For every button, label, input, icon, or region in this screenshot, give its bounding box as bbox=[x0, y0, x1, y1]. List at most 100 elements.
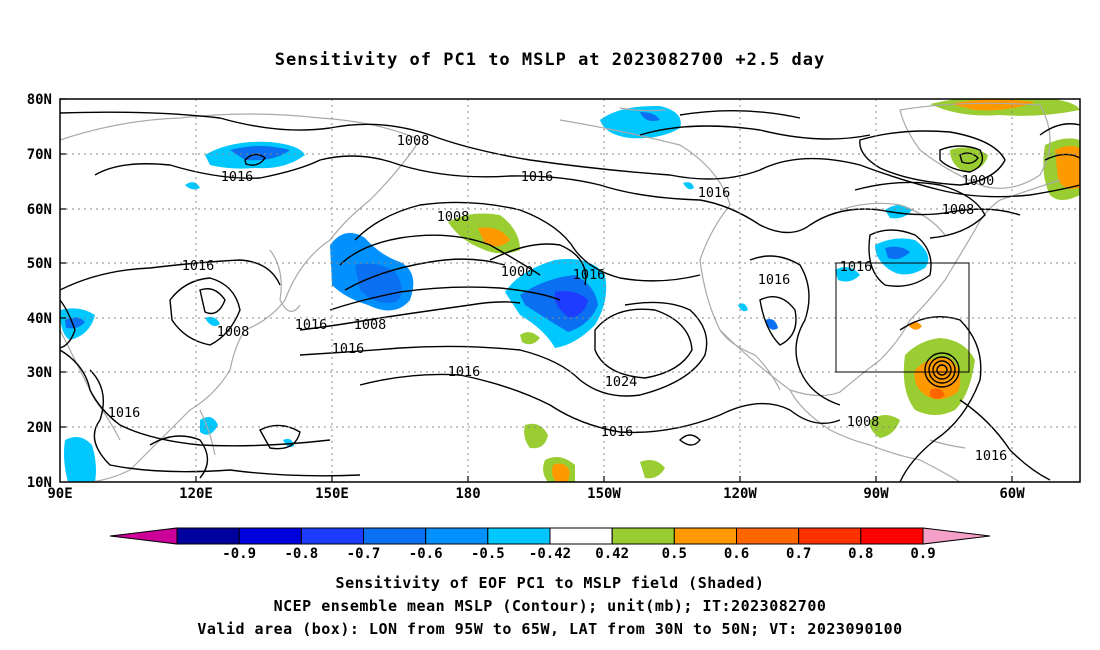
svg-text:1016: 1016 bbox=[840, 259, 873, 275]
longitude-labels: 90E 120E 150E 180 150W 120W 90W 60W bbox=[47, 486, 1025, 502]
colorbar-swatch bbox=[363, 527, 427, 545]
colorbar-swatch bbox=[425, 527, 489, 545]
contour-label: 1016 bbox=[840, 259, 873, 275]
colorbar-swatch bbox=[176, 527, 240, 545]
lat-label: 60N bbox=[27, 202, 52, 218]
lat-label: 40N bbox=[27, 311, 52, 327]
colorbar-swatch bbox=[860, 527, 924, 545]
contour-label: 1008 bbox=[397, 133, 430, 149]
svg-text:1000: 1000 bbox=[962, 173, 995, 189]
lon-label: 150W bbox=[587, 486, 621, 502]
svg-text:1008: 1008 bbox=[397, 133, 430, 149]
contour-label: 1016 bbox=[295, 317, 328, 333]
colorbar-label: -0.8 bbox=[284, 546, 318, 562]
svg-text:1008: 1008 bbox=[942, 202, 975, 218]
lat-label: 70N bbox=[27, 147, 52, 163]
svg-text:1016: 1016 bbox=[573, 267, 606, 283]
svg-text:1016: 1016 bbox=[448, 364, 481, 380]
contour-label: 1016 bbox=[182, 258, 215, 274]
lon-label: 120E bbox=[179, 486, 213, 502]
colorbar-swatch bbox=[736, 527, 800, 545]
contour-label: 1016 bbox=[332, 341, 365, 357]
svg-text:1016: 1016 bbox=[698, 185, 731, 201]
svg-text:1000: 1000 bbox=[501, 264, 534, 280]
caption-valid-area: Valid area (box): LON from 95W to 65W, L… bbox=[197, 620, 903, 638]
coast-asia bbox=[60, 113, 421, 482]
colorbar-swatch bbox=[798, 527, 862, 545]
plot-title: Sensitivity of PC1 to MSLP at 2023082700… bbox=[274, 50, 826, 70]
caption-shading: Sensitivity of EOF PC1 to MSLP field (Sh… bbox=[335, 574, 765, 592]
sensitivity-shading bbox=[60, 99, 1080, 482]
colorbar-end-low bbox=[109, 527, 178, 545]
contour-label: 1016 bbox=[573, 267, 606, 283]
lat-label: 10N bbox=[27, 475, 52, 491]
colorbar-swatch bbox=[673, 527, 737, 545]
contour-label: 1008 bbox=[847, 414, 880, 430]
graticule bbox=[60, 99, 1080, 482]
svg-text:1016: 1016 bbox=[332, 341, 365, 357]
lat-label: 30N bbox=[27, 365, 52, 381]
hurricane-contours bbox=[924, 352, 960, 388]
colorbar-label: 0.8 bbox=[848, 546, 873, 562]
colorbar-label: -0.5 bbox=[471, 546, 505, 562]
svg-text:1016: 1016 bbox=[758, 272, 791, 288]
contour-label: 1016 bbox=[975, 448, 1008, 464]
contour-label: 1016 bbox=[758, 272, 791, 288]
colorbar-label: -0.6 bbox=[409, 546, 443, 562]
valid-area-box bbox=[835, 262, 970, 373]
contour-label: 1016 bbox=[521, 169, 554, 185]
svg-text:1008: 1008 bbox=[354, 317, 387, 333]
contour-label: 1008 bbox=[217, 324, 250, 340]
svg-text:1016: 1016 bbox=[182, 258, 215, 274]
colorbar-end-high bbox=[922, 527, 991, 545]
caption-contour: NCEP ensemble mean MSLP (Contour); unit(… bbox=[273, 597, 827, 615]
svg-text:1024: 1024 bbox=[605, 374, 638, 390]
lon-label: 150E bbox=[315, 486, 349, 502]
colorbar-swatch bbox=[300, 527, 365, 545]
contour-label: 1000 bbox=[501, 264, 534, 280]
svg-text:1008: 1008 bbox=[437, 209, 470, 225]
contour-label: 1016 bbox=[108, 405, 141, 421]
contour-label: 1008 bbox=[942, 202, 975, 218]
svg-text:1016: 1016 bbox=[601, 424, 634, 440]
colorbar-swatch bbox=[549, 527, 613, 545]
colorbar-label: -0.42 bbox=[529, 546, 571, 562]
colorbar-label: 0.7 bbox=[786, 546, 811, 562]
svg-text:1016: 1016 bbox=[221, 169, 254, 185]
colorbar-swatch bbox=[238, 527, 302, 545]
colorbar-labels: -0.9 -0.8 -0.7 -0.6 -0.5 -0.42 0.42 0.5 0.6 0.7 0.… bbox=[222, 546, 935, 562]
plot-frame bbox=[59, 98, 1081, 483]
lon-label: 90W bbox=[863, 486, 889, 502]
colorbar-label: 0.42 bbox=[595, 546, 629, 562]
lat-label: 20N bbox=[27, 420, 52, 436]
latitude-labels: 80N 70N 60N 50N 40N 30N 20N 10N bbox=[27, 92, 52, 491]
lon-label: 60W bbox=[999, 486, 1025, 502]
svg-text:1008: 1008 bbox=[217, 324, 250, 340]
colorbar-label: 0.6 bbox=[724, 546, 749, 562]
contour-label: 1016 bbox=[601, 424, 634, 440]
lon-label: 180 bbox=[455, 486, 480, 502]
colorbar-label: -0.7 bbox=[347, 546, 381, 562]
contour-label: 1016 bbox=[698, 185, 731, 201]
lon-label: 120W bbox=[723, 486, 757, 502]
colorbar-swatch bbox=[487, 527, 551, 545]
colorbar-swatch bbox=[611, 527, 675, 545]
svg-text:1016: 1016 bbox=[108, 405, 141, 421]
contour-label-group: 1008 1016 1016 1016 1000 1008 1008 1016 … bbox=[108, 133, 1008, 464]
contour-label: 1024 bbox=[605, 374, 638, 390]
lat-label: 80N bbox=[27, 92, 52, 108]
lon-label: 90E bbox=[47, 486, 72, 502]
lat-label: 50N bbox=[27, 256, 52, 272]
contour-label: 1016 bbox=[448, 364, 481, 380]
mslp-contours bbox=[60, 109, 1080, 482]
contour-label: 1008 bbox=[108, 405, 141, 421]
svg-text:1016: 1016 bbox=[975, 448, 1008, 464]
svg-text:1016: 1016 bbox=[521, 169, 554, 185]
svg-text:1016: 1016 bbox=[295, 317, 328, 333]
contour-label: 1016 bbox=[975, 448, 1008, 464]
contour-label: 1000 bbox=[962, 173, 995, 189]
colorbar-label: -0.9 bbox=[222, 546, 256, 562]
tick-marks bbox=[60, 98, 1013, 482]
colorbar-label: 0.9 bbox=[910, 546, 935, 562]
